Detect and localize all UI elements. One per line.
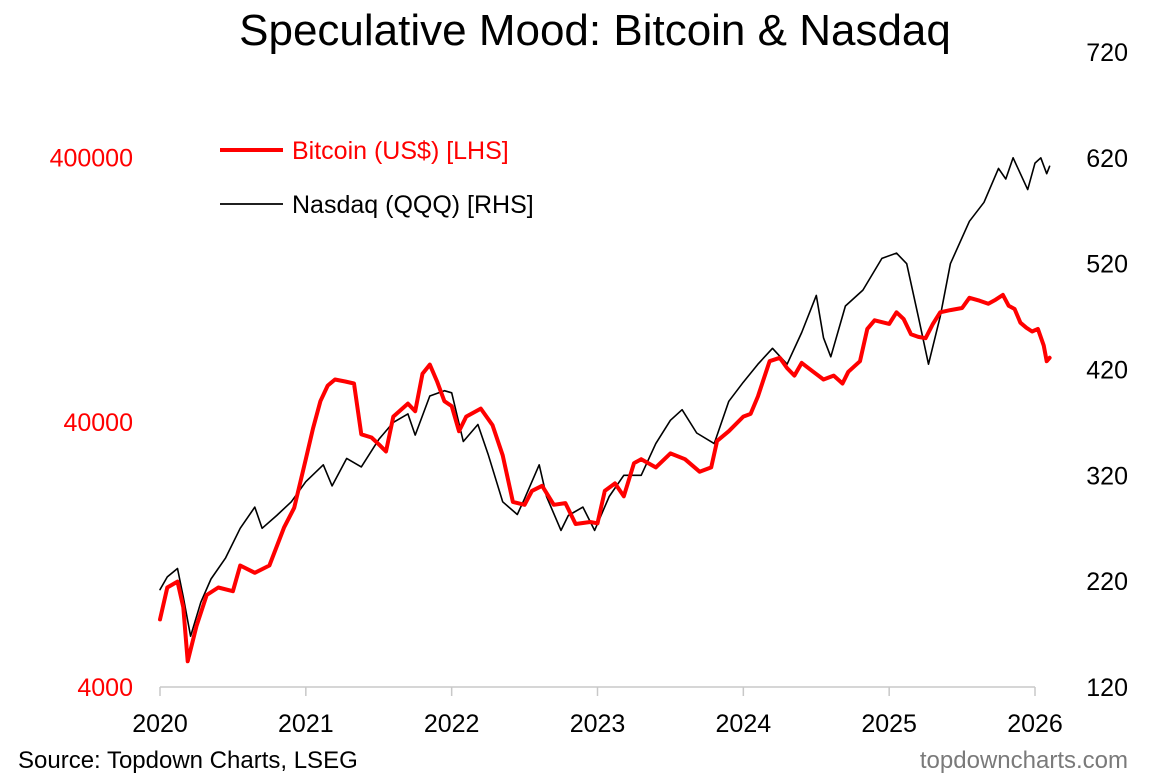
right-axis-tick-label: 220	[1086, 568, 1128, 596]
right-axis-tick-label: 520	[1086, 251, 1128, 279]
x-tick-label: 2020	[132, 710, 188, 738]
x-tick-label: 2025	[861, 710, 917, 738]
x-tick-label: 2022	[424, 710, 480, 738]
axes: 2020 2021 2022 2023 2024 2025 2026 4000 40000 400…	[50, 39, 1128, 738]
right-axis-tick-label: 320	[1086, 462, 1128, 490]
left-axis-tick-label: 40000	[63, 409, 133, 437]
right-axis-tick-label: 120	[1086, 674, 1128, 702]
right-axis-tick-label: 420	[1086, 357, 1128, 385]
chart-title: Speculative Mood: Bitcoin & Nasdaq	[239, 6, 951, 55]
x-tick-label: 2023	[570, 710, 626, 738]
legend-label: Bitcoin (US$) [LHS]	[292, 137, 509, 165]
right-axis-tick-label: 620	[1086, 145, 1128, 173]
right-axis-tick-label: 720	[1086, 39, 1128, 67]
series-layer	[158, 157, 1052, 664]
left-axis-tick-label: 4000	[77, 674, 133, 702]
x-tick-label: 2026	[1007, 710, 1063, 738]
legend-label: Nasdaq (QQQ) [RHS]	[292, 191, 534, 219]
series-line-bitcoin	[158, 292, 1052, 664]
left-axis-tick-label: 400000	[50, 144, 133, 172]
brand-watermark: topdowncharts.com	[919, 747, 1128, 774]
source-note: Source: Topdown Charts, LSEG	[18, 747, 358, 774]
x-tick-label: 2021	[278, 710, 334, 738]
legend: Bitcoin (US$) [LHS] Nasdaq (QQQ) [RHS]	[220, 137, 534, 219]
series-line-nasdaq	[159, 157, 1051, 637]
x-tick-label: 2024	[716, 710, 772, 738]
